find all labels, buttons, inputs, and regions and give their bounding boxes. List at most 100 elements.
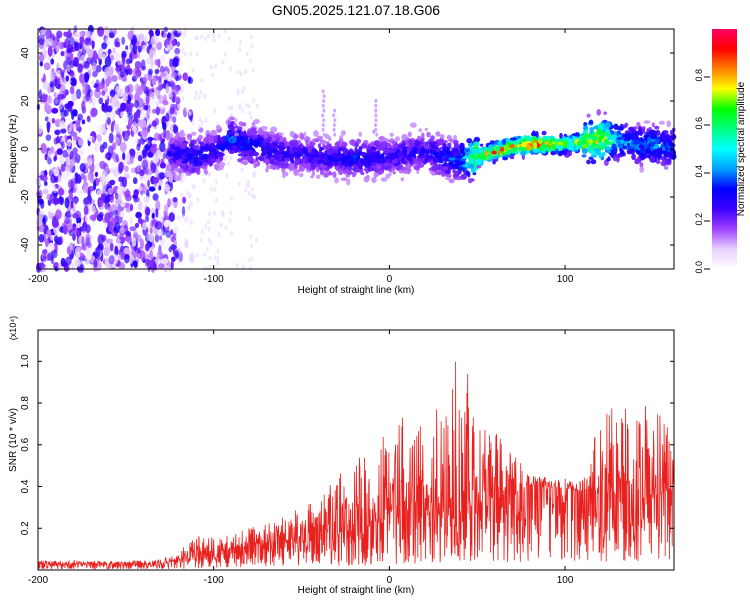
noise-mark (44, 238, 49, 248)
noise-mark (183, 51, 187, 57)
noise-mark (56, 30, 63, 39)
noise-mark (82, 87, 89, 95)
ridge-mark (441, 171, 446, 177)
ridge-mark (652, 146, 659, 150)
spike-mark (374, 108, 378, 113)
ridge-mark (338, 168, 343, 176)
noise-mark (95, 65, 102, 73)
noise-mark (189, 51, 193, 57)
ridge-mark (205, 144, 210, 150)
ridge-mark (208, 134, 214, 141)
noise-mark (188, 111, 192, 116)
ridge-mark (418, 128, 422, 133)
noise-mark (132, 72, 140, 80)
noise-mark (42, 188, 49, 195)
noise-mark (40, 95, 48, 103)
noise-mark (47, 55, 52, 61)
ridge-mark (634, 159, 640, 165)
ridge-mark (319, 139, 327, 145)
noise-mark (91, 80, 95, 87)
ridge-mark (370, 146, 377, 151)
ridge-mark (385, 158, 392, 164)
ridge-mark (324, 145, 330, 150)
ridge-mark (171, 153, 178, 157)
ridge-mark (173, 138, 178, 145)
noise-mark (53, 92, 57, 98)
noise-mark (181, 47, 185, 53)
spike-mark (374, 118, 378, 123)
ridge-mark (479, 143, 484, 147)
noise-mark (72, 196, 79, 204)
x-tick-label: -100 (204, 575, 224, 586)
ridge-mark (305, 139, 309, 146)
noise-mark (134, 222, 140, 228)
ridge-mark (172, 145, 176, 150)
noise-mark (93, 179, 97, 191)
noise-mark (70, 200, 74, 209)
spike-mark (322, 108, 326, 113)
noise-mark (52, 78, 58, 86)
noise-mark (117, 60, 121, 66)
noise-mark (66, 64, 71, 72)
noise-mark (229, 155, 233, 161)
y-tick-label: 20 (20, 95, 31, 107)
ridge-mark (431, 171, 436, 176)
noise-mark (71, 78, 77, 87)
noise-mark (197, 94, 201, 100)
noise-mark (185, 106, 189, 112)
ridge-mark (355, 138, 362, 144)
noise-mark (155, 106, 161, 116)
noise-mark (45, 134, 52, 142)
ridge-mark (294, 164, 298, 170)
noise-mark (91, 199, 95, 205)
ridge-mark (663, 166, 669, 170)
noise-mark (74, 172, 79, 178)
noise-mark (152, 108, 157, 114)
noise-mark (148, 186, 156, 192)
noise-mark (111, 110, 116, 122)
ridge-mark (268, 131, 274, 135)
noise-mark (74, 258, 81, 267)
ridge-mark (510, 147, 517, 151)
noise-mark (165, 112, 170, 123)
ridge-mark (337, 147, 344, 152)
noise-mark (99, 160, 106, 170)
noise-mark (74, 210, 81, 219)
ridge-mark (430, 151, 434, 156)
noise-mark (136, 164, 141, 173)
ridge-mark (194, 157, 199, 161)
noise-mark (50, 71, 54, 78)
noise-mark (162, 263, 169, 273)
noise-mark (44, 153, 48, 161)
ridge-mark (437, 139, 444, 146)
ridge-mark (297, 152, 302, 156)
noise-mark (161, 100, 169, 106)
noise-mark (189, 252, 195, 264)
noise-mark (142, 185, 148, 195)
y-tick-label: -40 (20, 237, 31, 252)
ridge-mark (301, 147, 309, 155)
spike-mark (321, 113, 325, 118)
ridge-mark (581, 154, 587, 158)
noise-mark (177, 71, 181, 77)
noise-mark (38, 263, 46, 269)
ridge-mark (562, 151, 568, 156)
ridge-mark (638, 144, 645, 149)
noise-mark (189, 220, 193, 226)
ridge-mark (525, 143, 532, 151)
noise-mark (146, 89, 150, 97)
ridge-mark (598, 135, 603, 143)
ridge-mark (577, 140, 582, 145)
colorbar-tick-label: 0.0 (694, 261, 704, 274)
noise-mark (85, 213, 92, 223)
noise-mark (112, 29, 117, 35)
noise-mark (187, 204, 191, 210)
noise-mark (151, 139, 157, 146)
y-tick-label: 0.6 (20, 437, 31, 451)
ridge-mark (612, 155, 618, 162)
noise-mark (45, 29, 51, 40)
noise-mark (83, 197, 90, 205)
ridge-mark (231, 126, 236, 134)
noise-mark (236, 69, 240, 75)
